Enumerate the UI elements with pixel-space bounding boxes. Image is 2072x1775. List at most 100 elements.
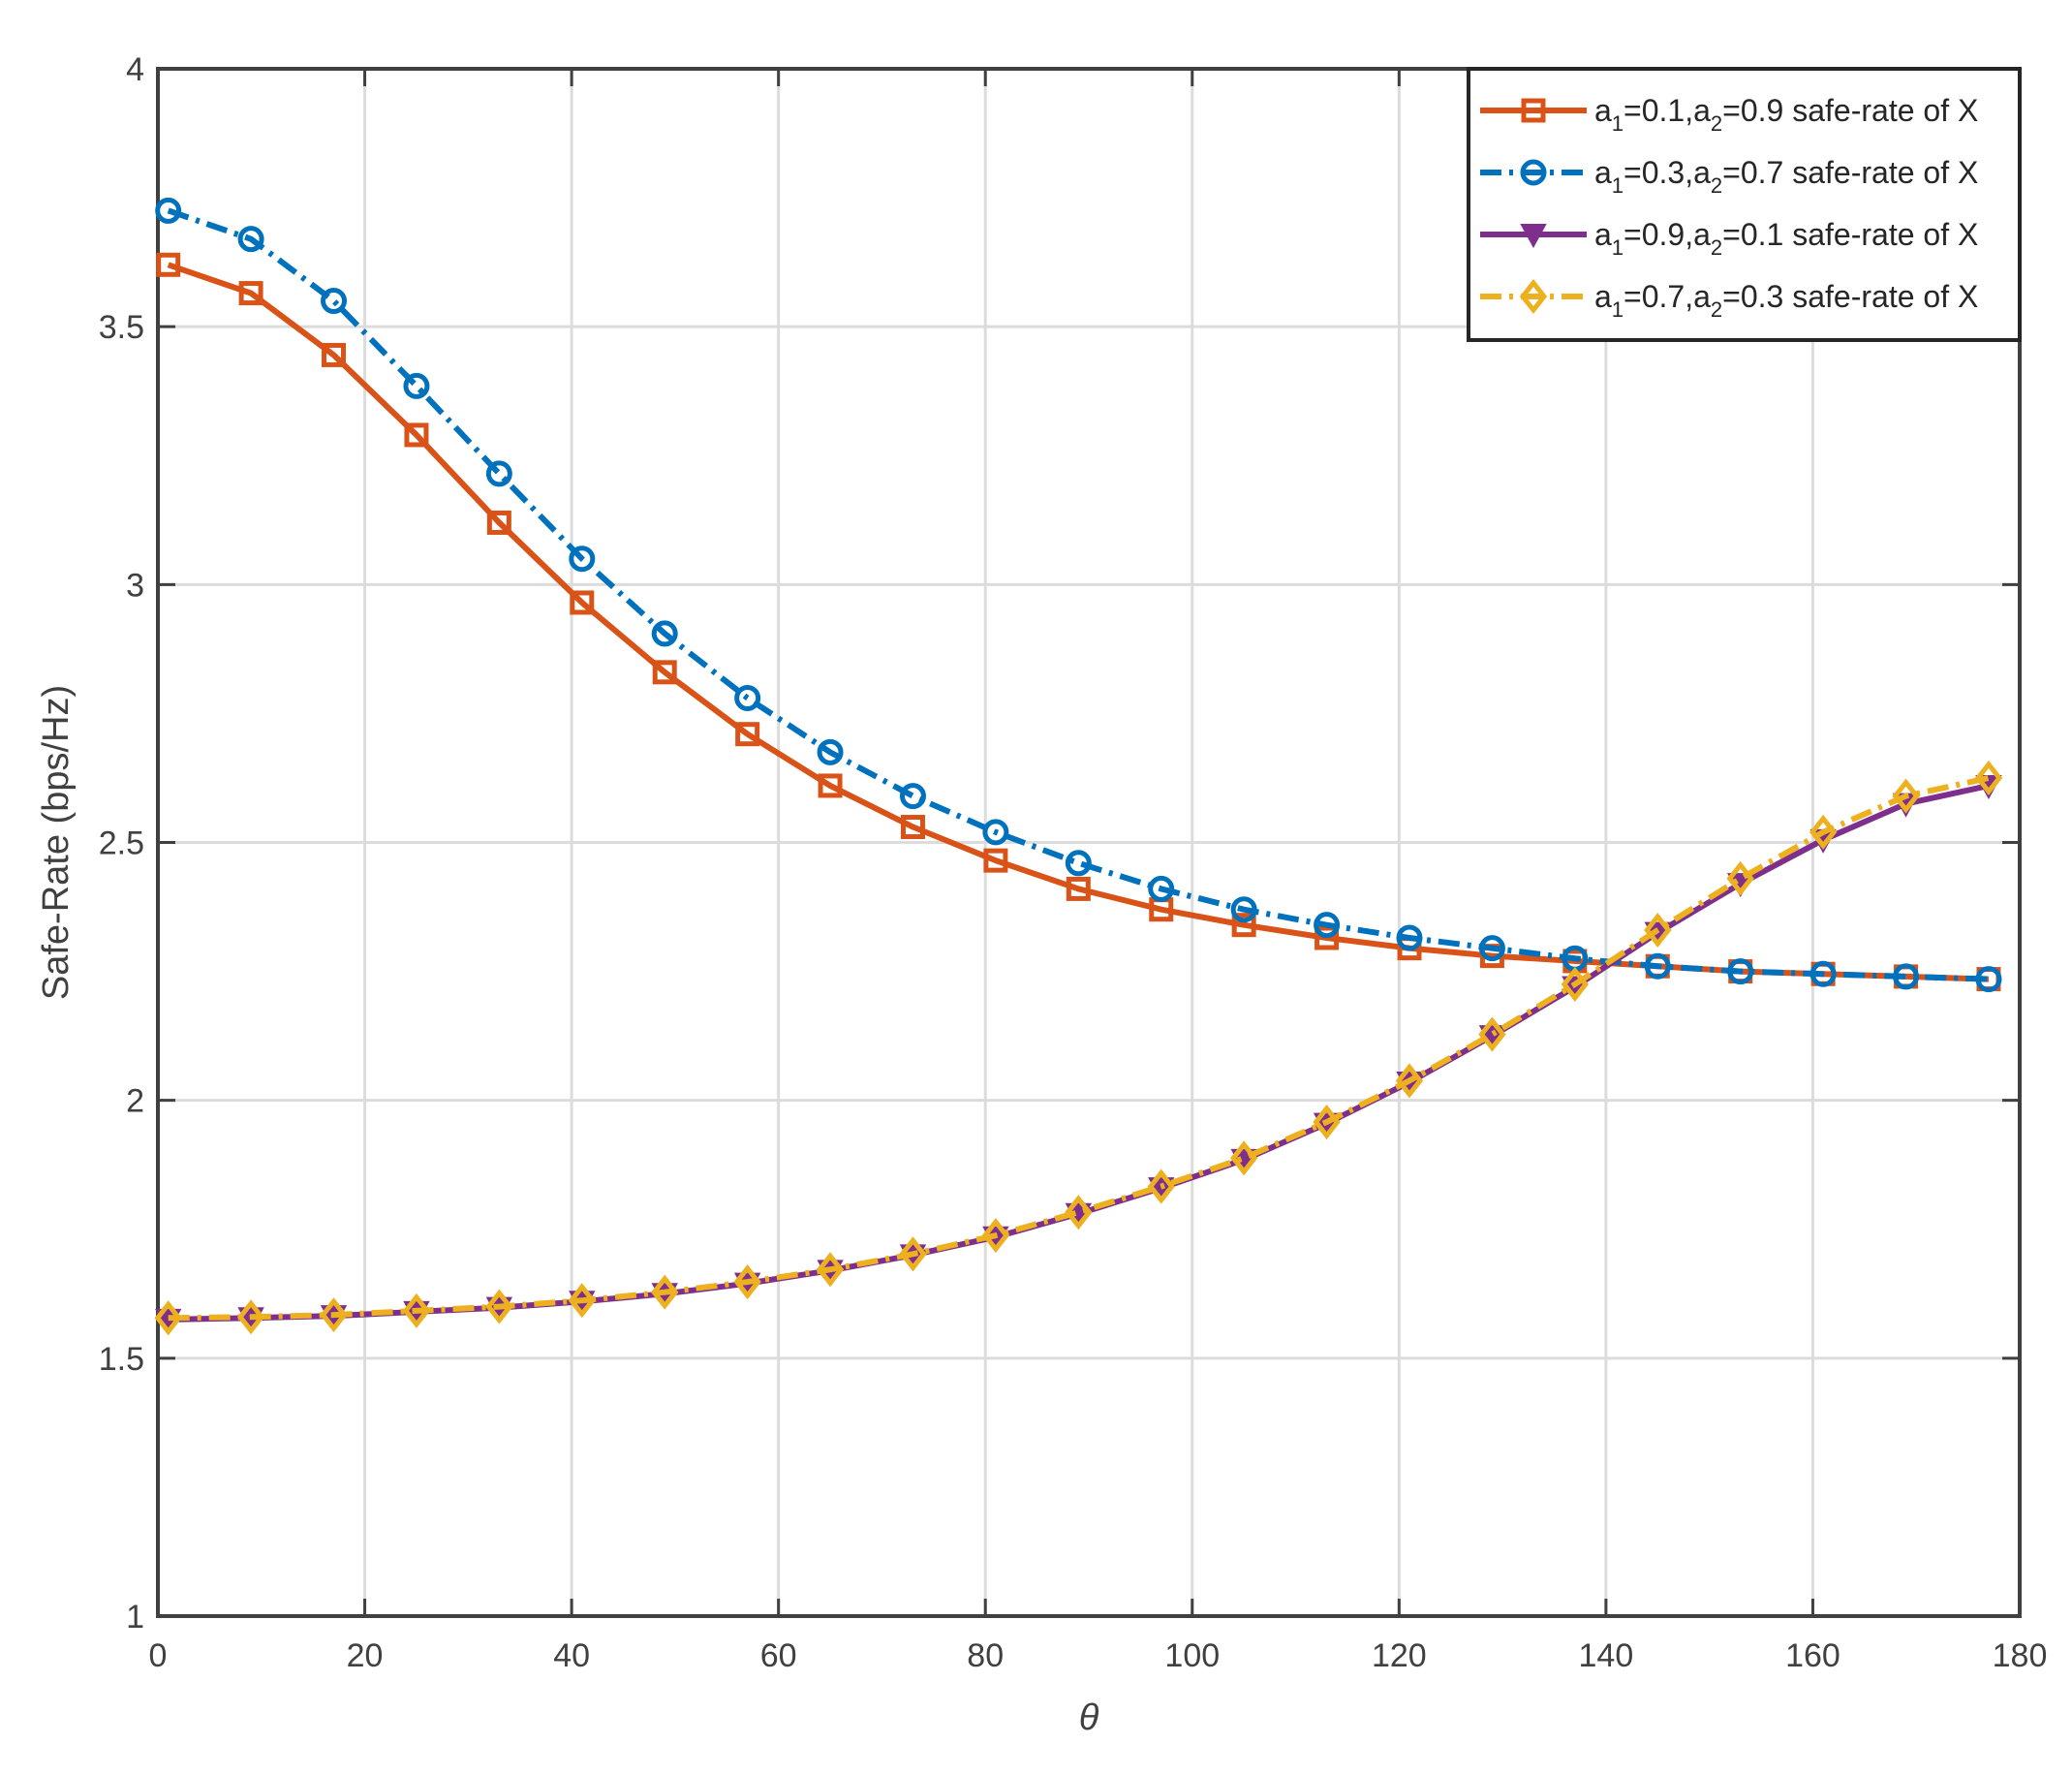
data-point [321,288,348,315]
data-point [1066,876,1091,901]
legend-marker [1521,98,1546,123]
y-axis-title: Safe-Rate (bps/Hz) [36,685,77,1000]
x-tick-label: 160 [1785,1637,1840,1674]
data-point [402,1292,431,1328]
x-axis-title: θ [1079,1697,1099,1738]
data-point [1231,913,1256,938]
x-tick-label: 120 [1372,1637,1427,1674]
y-tick-label: 1 [126,1599,144,1635]
data-point [1313,1104,1341,1140]
data-point [155,197,182,224]
data-point [1561,966,1590,1002]
data-point [652,660,677,685]
data-point [1809,960,1837,987]
legend-marker [1519,278,1548,315]
data-point [817,738,844,765]
data-point [1396,924,1423,951]
legend-marker [1520,224,1547,249]
data-point [236,1299,265,1335]
data-point [1314,912,1341,939]
legend-entry: a1=0.3,a2=0.7 safe-rate of X [1480,155,1978,198]
data-point [154,1300,182,1336]
data-point [485,460,512,487]
data-point [1727,958,1754,985]
data-point [238,281,263,306]
data-point [982,819,1009,846]
data-point [651,620,678,647]
y-tick-label: 2 [126,1083,144,1120]
data-point [1809,814,1838,850]
legend: a1=0.1,a2=0.9 safe-rate of X a1=0.3,a2=0.… [1467,67,2022,342]
data-point [1147,1168,1175,1204]
data-point [156,252,181,277]
data-point [900,815,925,840]
data-point [735,722,760,747]
series-4 [154,760,2003,1336]
data-point [322,342,347,367]
data-point [1230,896,1257,923]
data-point [899,1236,927,1272]
data-point [1478,1016,1506,1052]
legend-box [1467,67,2022,342]
data-point [486,510,511,535]
data-point [1726,860,1754,896]
legend-marker [1520,159,1547,186]
data-point [651,1274,679,1310]
legend-entry: a1=0.7,a2=0.3 safe-rate of X [1480,278,1978,322]
legend-entry: a1=0.1,a2=0.9 safe-rate of X [1480,93,1978,136]
legend-label: a1=0.9,a2=0.1 safe-rate of X [1594,217,1978,260]
data-point [485,1289,513,1324]
data-point [237,226,264,253]
legend-label: a1=0.7,a2=0.3 safe-rate of X [1594,279,1978,322]
data-point [404,422,429,448]
y-tick-label: 3.5 [99,309,144,346]
data-point [403,372,430,399]
data-point [816,1252,845,1288]
data-point [981,1218,1010,1254]
data-point [570,590,595,615]
data-point [1395,1063,1424,1099]
data-point [1974,760,2003,796]
x-tick-label: 180 [1993,1637,2048,1674]
legend-label: a1=0.3,a2=0.7 safe-rate of X [1594,155,1978,198]
series-2 [155,197,2002,993]
data-point [1478,935,1505,962]
data-point [733,1264,761,1300]
x-tick-label: 80 [967,1637,1004,1674]
series-line [168,775,1990,1322]
data-point [1229,1140,1258,1176]
series-line [167,207,1990,982]
y-tick-label: 1.5 [99,1341,144,1378]
data-point [734,684,761,711]
axes-layer: 0 20 40 60 80 100 120 140 160 180 1 1.5 2 2.5 3 3.5 4 [99,51,2048,1674]
data-point [899,783,926,810]
x-tick-label: 40 [553,1637,590,1674]
data-point [818,773,843,798]
legend-label: a1=0.1,a2=0.9 safe-rate of X [1594,93,1978,136]
legend-entry: a1=0.9,a2=0.1 safe-rate of X [1480,217,1978,260]
data-point [320,1297,348,1333]
x-tick-label: 0 [149,1637,168,1674]
y-tick-label: 2.5 [99,825,144,862]
data-point [1148,875,1175,902]
x-tick-label: 100 [1164,1637,1220,1674]
x-tick-label: 140 [1579,1637,1634,1674]
data-point [1975,966,2002,993]
series-layer [154,197,2003,1336]
data-point [1065,1195,1093,1230]
y-tick-label: 4 [126,51,144,88]
data-point [1065,850,1092,877]
data-point [1644,952,1671,980]
data-point [983,848,1008,873]
y-tick-label: 3 [126,567,144,604]
data-point [1644,912,1672,949]
data-point [1893,963,1920,990]
data-point [568,1283,596,1319]
x-tick-label: 60 [760,1637,797,1674]
data-point [569,545,596,573]
x-tick-label: 20 [347,1637,384,1674]
data-point [1314,925,1340,950]
data-point [1892,778,1920,814]
